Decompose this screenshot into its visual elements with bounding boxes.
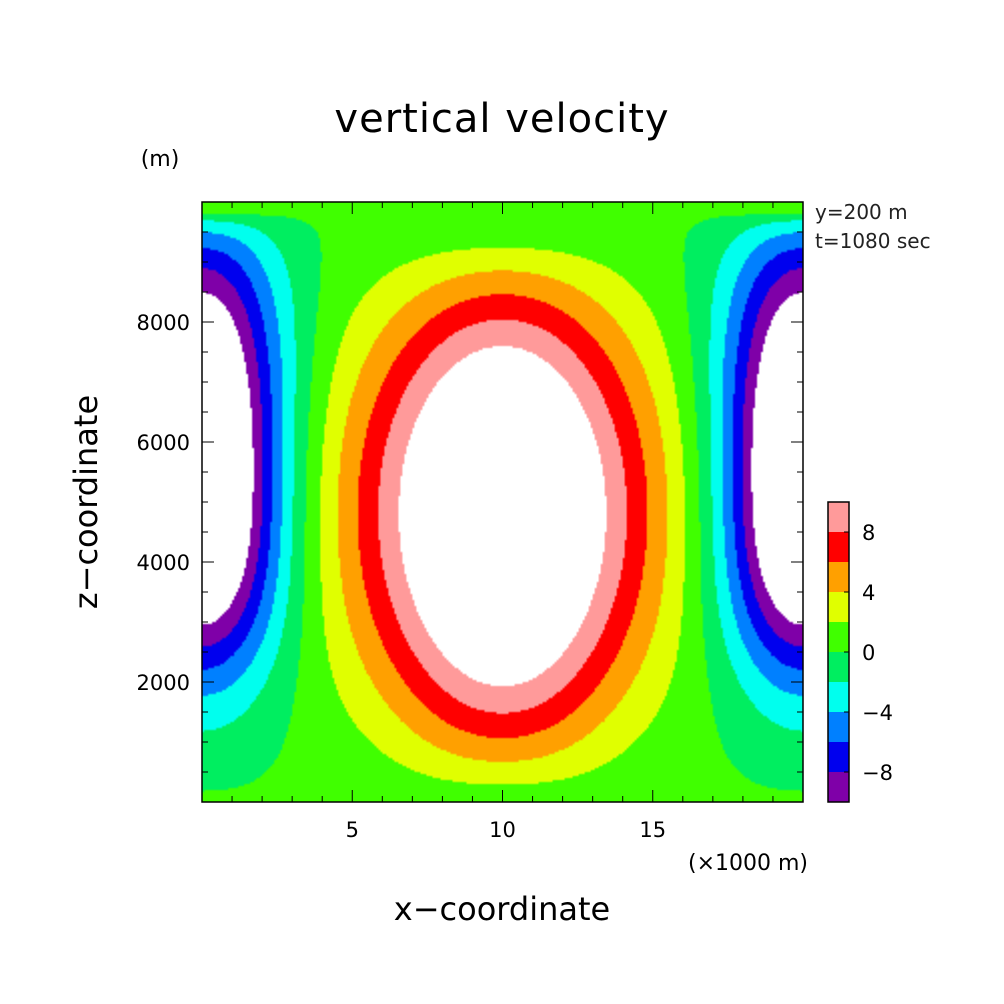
colorbar-tick-label: 8: [862, 521, 875, 545]
x-tick-label: 15: [639, 818, 666, 842]
colorbar-swatch: [828, 592, 849, 622]
plot-frame: [201, 201, 804, 803]
colorbar-swatch: [828, 712, 849, 742]
colorbar-swatch: [828, 742, 849, 772]
x-ticks: 5 10 15: [231, 202, 774, 842]
x-tick-label: 5: [346, 818, 359, 842]
colorbar-swatch: [828, 532, 849, 562]
y-axis-title: z−coordinate: [67, 395, 105, 609]
colorbar-swatch: [828, 622, 849, 652]
colorbar-tick-label: −4: [862, 701, 893, 725]
x-tick-label: 10: [489, 818, 516, 842]
chart-title: vertical velocity: [334, 96, 669, 142]
annotation-y: y=200 m: [815, 200, 908, 224]
colorbar: −8 −4 0 4 8: [827, 501, 893, 803]
contour-field: [202, 202, 803, 802]
colorbar-swatch: [828, 652, 849, 682]
colorbar-tick-label: 4: [862, 581, 875, 605]
y-tick-label: 2000: [137, 671, 190, 695]
y-tick-label: 8000: [137, 311, 190, 335]
plot-area: 5 10 15 2000 4000 6000 8000: [137, 201, 804, 842]
y-tick-label: 6000: [137, 431, 190, 455]
colorbar-swatch: [828, 562, 849, 592]
y-tick-label: 4000: [137, 551, 190, 575]
x-unit-label: (×1000 m): [688, 851, 808, 876]
x-axis-title: x−coordinate: [394, 890, 610, 928]
colorbar-swatch: [828, 682, 849, 712]
colorbar-swatch: [828, 772, 849, 802]
annotation-t: t=1080 sec: [815, 229, 931, 253]
colorbar-swatch: [828, 502, 849, 532]
colorbar-tick-label: 0: [862, 641, 875, 665]
y-unit-label: (m): [141, 147, 180, 172]
y-ticks: 2000 4000 6000 8000: [137, 231, 803, 773]
colorbar-tick-label: −8: [862, 761, 893, 785]
